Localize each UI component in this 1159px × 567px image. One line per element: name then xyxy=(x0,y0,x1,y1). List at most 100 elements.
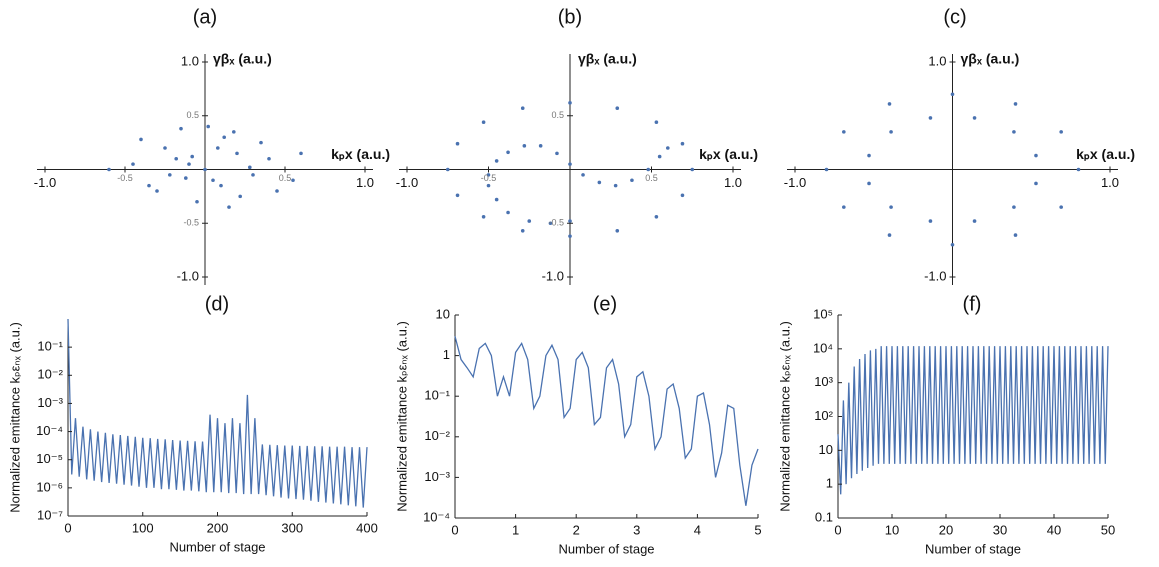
point xyxy=(107,167,111,172)
point xyxy=(222,135,226,140)
y-tick-label: 1 xyxy=(826,476,833,491)
point xyxy=(889,130,893,134)
point xyxy=(887,102,892,106)
point xyxy=(211,178,215,183)
point xyxy=(842,205,846,209)
point xyxy=(168,173,172,177)
y-tick-label: 0.1 xyxy=(815,509,833,524)
y-tick-label: 10² xyxy=(814,408,833,423)
point xyxy=(291,178,295,183)
point xyxy=(163,146,167,150)
y-tick-label: 1.0 xyxy=(928,53,946,68)
y-tick-label: -0.5 xyxy=(548,218,564,228)
x-tick-label: 20 xyxy=(939,522,953,537)
x-tick-label: -0.5 xyxy=(117,173,133,183)
point xyxy=(248,165,252,170)
y-tick-label: 10⁻³ xyxy=(37,395,63,410)
point xyxy=(445,167,450,172)
point xyxy=(139,137,143,142)
x-axis-label: kₚx (a.u.) xyxy=(331,146,390,162)
y-tick-label: 10⁻² xyxy=(424,428,450,443)
y-tick-label: 10⁻⁷ xyxy=(37,507,63,522)
panel-title: (e) xyxy=(593,293,617,315)
y-axis-label: γβₓ (a.u.) xyxy=(961,51,1020,67)
point xyxy=(190,154,194,159)
y-tick-label: 10⁻⁴ xyxy=(36,423,63,438)
point xyxy=(1076,167,1081,172)
point xyxy=(568,101,572,105)
y-tick-label: -1.0 xyxy=(177,268,199,283)
point xyxy=(486,183,491,188)
point xyxy=(1034,153,1038,158)
x-tick-label: 0 xyxy=(834,522,841,537)
point xyxy=(950,242,955,247)
point xyxy=(235,151,239,156)
point xyxy=(615,228,620,233)
point xyxy=(187,162,191,166)
panel-title: (a) xyxy=(193,6,217,28)
point xyxy=(889,205,893,209)
x-tick-label: 40 xyxy=(1047,522,1061,537)
x-tick-label: 50 xyxy=(1101,522,1115,537)
x-tick-label: 400 xyxy=(356,520,378,535)
x-tick-label: 1.0 xyxy=(356,175,374,190)
point xyxy=(568,162,572,166)
point xyxy=(680,141,685,146)
y-tick-label: 10⁻³ xyxy=(424,469,450,484)
panel-title: (b) xyxy=(558,6,582,28)
point xyxy=(267,156,271,161)
y-tick-label: -1.0 xyxy=(542,268,564,283)
y-tick-label: 10⁻¹ xyxy=(37,339,63,354)
point xyxy=(928,116,933,120)
x-tick-label: 300 xyxy=(281,520,303,535)
x-tick-label: 200 xyxy=(207,520,229,535)
point xyxy=(1013,233,1018,237)
point xyxy=(1012,130,1016,134)
point xyxy=(299,151,303,156)
point xyxy=(522,144,527,148)
point xyxy=(680,193,685,198)
point xyxy=(174,156,178,161)
point xyxy=(520,106,525,111)
point xyxy=(219,183,223,188)
y-tick-label: 10³ xyxy=(814,374,833,389)
x-tick-label: 10 xyxy=(885,522,899,537)
y-tick-label: 10⁻¹ xyxy=(424,388,450,403)
x-tick-label: 1.0 xyxy=(724,175,742,190)
point xyxy=(646,167,651,172)
point xyxy=(155,189,159,193)
point xyxy=(867,181,871,186)
point xyxy=(206,124,210,129)
point xyxy=(455,141,460,146)
point xyxy=(494,159,499,163)
point xyxy=(690,167,695,172)
x-axis-label: kₚx (a.u.) xyxy=(699,146,758,162)
point xyxy=(887,233,892,237)
x-tick-label: 2 xyxy=(573,522,580,537)
point xyxy=(568,219,572,223)
panel-title: (d) xyxy=(205,293,229,315)
point xyxy=(203,167,207,172)
point xyxy=(259,140,263,145)
point xyxy=(1013,102,1018,106)
x-tick-label: 3 xyxy=(633,522,640,537)
y-tick-label: 10⁻⁵ xyxy=(36,451,63,466)
x-tick-label: 0 xyxy=(451,522,458,537)
x-axis-label: kₚx (a.u.) xyxy=(1076,146,1135,162)
point xyxy=(1059,205,1063,209)
y-tick-label: -1.0 xyxy=(924,268,946,283)
point xyxy=(238,194,242,199)
point xyxy=(179,126,183,131)
x-axis-label: Number of stage xyxy=(558,541,654,556)
line xyxy=(67,318,368,508)
y-tick-label: 0.5 xyxy=(186,110,199,120)
x-tick-label: 30 xyxy=(993,522,1007,537)
point xyxy=(867,153,871,158)
point xyxy=(972,116,977,120)
x-tick-label: 1 xyxy=(512,522,519,537)
x-tick-label: 0.5 xyxy=(279,173,292,183)
line xyxy=(454,336,759,506)
x-tick-label: 100 xyxy=(132,520,154,535)
point xyxy=(597,180,602,185)
x-tick-label: -1.0 xyxy=(396,175,418,190)
